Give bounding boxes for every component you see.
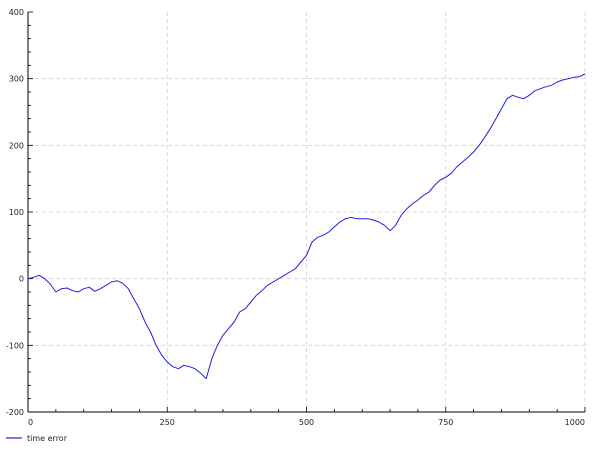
tick-labels: -200 -100 0 100 200 300 400 0 250 500 750 1000 (6, 8, 585, 427)
series-layer (27, 73, 586, 380)
y-tick-label: 0 (19, 275, 24, 284)
grid (28, 12, 586, 412)
x-tick-label: 1000 (565, 418, 585, 427)
y-tick-label: 400 (9, 8, 24, 17)
x-tick-label: 0 (28, 418, 33, 427)
x-tick-label: 250 (160, 418, 175, 427)
axes (27, 11, 586, 413)
legend: time error (6, 434, 68, 443)
y-tick-label: 200 (9, 141, 24, 150)
series-line-time-error (27, 73, 586, 380)
y-tick-label: -100 (6, 341, 24, 350)
y-tick-label: -200 (6, 408, 24, 417)
y-tick-label: 100 (9, 208, 24, 217)
x-tick-label: 750 (438, 418, 453, 427)
y-tick-label: 300 (9, 75, 24, 84)
legend-label: time error (27, 434, 68, 443)
x-tick-label: 500 (299, 418, 314, 427)
